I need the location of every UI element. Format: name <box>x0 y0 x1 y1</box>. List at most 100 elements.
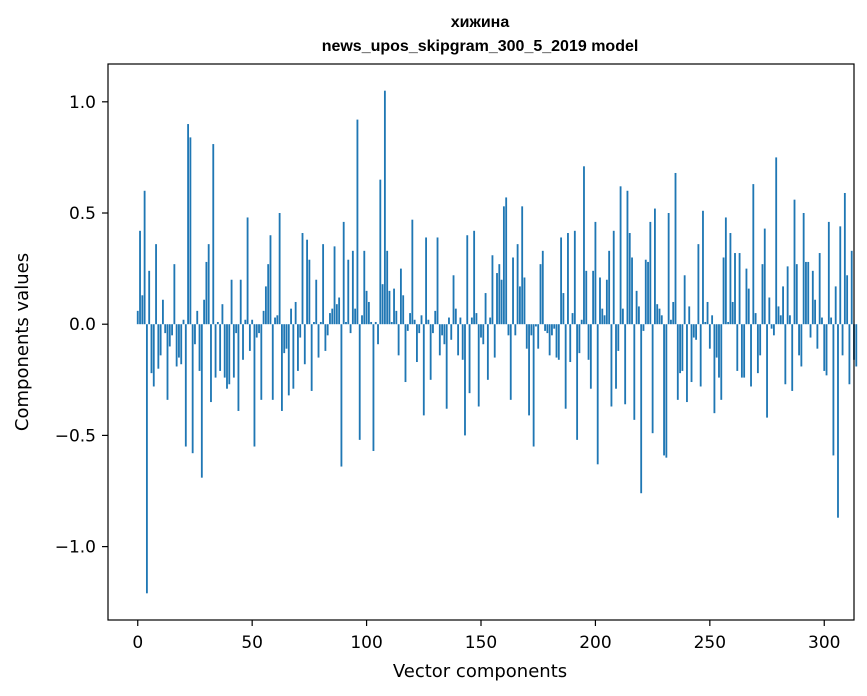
bar-100 <box>365 290 368 325</box>
x-tick-label: 150 <box>465 633 497 653</box>
bar-234 <box>672 301 675 325</box>
bar-1 <box>139 230 141 325</box>
bar-279 <box>775 157 778 325</box>
bar-260 <box>731 301 734 325</box>
bar-144 <box>466 235 469 325</box>
bar-64 <box>283 324 286 354</box>
bar-29 <box>203 299 206 325</box>
bar-276 <box>768 297 771 325</box>
bar-272 <box>759 324 762 356</box>
bar-311 <box>848 324 851 385</box>
bar-248 <box>704 321 707 325</box>
bar-164 <box>512 257 514 325</box>
bar-306 <box>837 324 839 518</box>
bar-173 <box>532 324 535 447</box>
bar-304 <box>832 324 835 456</box>
bar-242 <box>690 324 693 383</box>
bar-106 <box>379 179 382 325</box>
bar-138 <box>452 275 455 325</box>
bar-231 <box>665 324 668 458</box>
bar-238 <box>681 324 684 371</box>
bar-198 <box>589 324 592 389</box>
bar-184 <box>557 324 560 360</box>
bar-63 <box>281 324 283 411</box>
bar-66 <box>287 324 290 396</box>
bar-188 <box>567 233 569 325</box>
y-tick-label: 1.0 <box>69 93 96 113</box>
bar-128 <box>429 324 432 380</box>
bar-218 <box>635 290 638 325</box>
bar-265 <box>743 324 746 378</box>
bar-187 <box>564 324 567 409</box>
bar-163 <box>509 324 512 400</box>
bar-305 <box>834 286 837 325</box>
x-axis-label: Vector components <box>393 661 567 682</box>
bar-253 <box>715 324 718 358</box>
bar-213 <box>624 324 627 405</box>
bar-93 <box>349 324 352 334</box>
bar-60 <box>274 317 276 325</box>
bar-149 <box>477 324 480 407</box>
x-tick-label: 0 <box>132 633 143 653</box>
bar-237 <box>679 324 681 374</box>
bar-189 <box>569 324 572 363</box>
bar-300 <box>823 324 826 371</box>
bar-295 <box>811 270 814 325</box>
bars-group <box>136 90 858 594</box>
bar-210 <box>617 324 620 351</box>
bar-140 <box>457 324 460 356</box>
bar-97 <box>358 324 361 440</box>
bar-129 <box>432 324 434 334</box>
bar-274 <box>763 228 766 325</box>
bar-146 <box>470 317 473 325</box>
bar-157 <box>496 273 498 325</box>
bar-235 <box>674 172 677 325</box>
bar-178 <box>544 324 546 331</box>
bar-112 <box>393 288 395 325</box>
bar-296 <box>814 299 817 325</box>
bar-43 <box>235 324 238 334</box>
bar-126 <box>425 237 427 325</box>
bar-80 <box>319 321 322 325</box>
bar-116 <box>402 295 405 325</box>
bar-181 <box>551 324 553 336</box>
bar-21 <box>184 324 187 447</box>
bar-33 <box>212 144 215 325</box>
bar-24 <box>191 324 194 454</box>
bar-132 <box>438 324 441 356</box>
bar-236 <box>676 324 679 400</box>
bar-214 <box>626 190 629 325</box>
bar-268 <box>750 324 752 387</box>
bar-153 <box>486 324 489 380</box>
bar-9 <box>157 324 160 369</box>
bar-160 <box>502 206 505 325</box>
bar-74 <box>306 239 308 325</box>
bar-288 <box>795 264 798 325</box>
bar-49 <box>248 324 251 351</box>
bar-159 <box>500 279 503 325</box>
bar-83 <box>326 324 329 336</box>
bar-212 <box>621 308 624 325</box>
bar-133 <box>441 324 444 336</box>
bar-209 <box>615 324 617 389</box>
bar-54 <box>260 324 263 400</box>
bar-273 <box>761 264 764 325</box>
bar-177 <box>541 250 544 325</box>
x-tick-label: 250 <box>694 633 726 653</box>
bar-131 <box>436 237 439 325</box>
bar-105 <box>377 324 379 345</box>
bar-51 <box>253 324 256 447</box>
bar-55 <box>262 310 265 325</box>
bar-70 <box>297 324 299 371</box>
bar-191 <box>573 230 576 325</box>
bar-197 <box>587 324 590 360</box>
bar-199 <box>592 270 595 325</box>
bar-312 <box>850 250 853 325</box>
bar-200 <box>594 221 597 325</box>
bar-3 <box>143 190 146 325</box>
bar-95 <box>354 308 357 325</box>
bar-168 <box>521 206 524 325</box>
bar-73 <box>303 324 306 365</box>
bar-292 <box>805 261 807 325</box>
bar-107 <box>381 284 384 325</box>
